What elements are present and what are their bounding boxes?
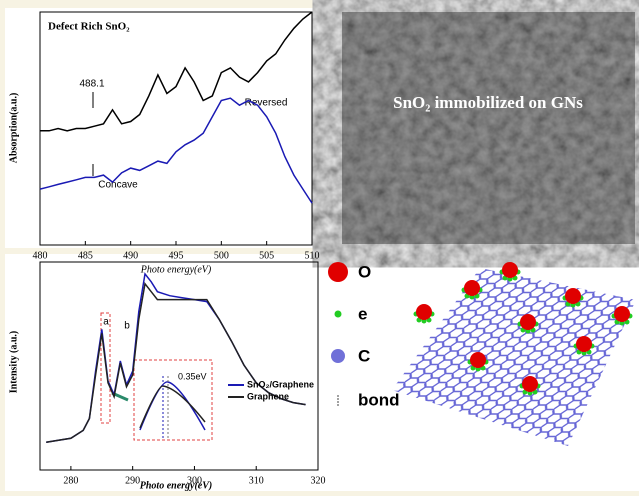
oxygen-atom <box>464 280 480 296</box>
chart-title: Defect Rich SnO₂ <box>48 21 130 33</box>
x-tick-label: 505 <box>259 250 274 261</box>
annotation: b <box>124 321 130 332</box>
sem-shade <box>342 12 635 244</box>
y-axis-label: Absorption(a.u.) <box>8 93 19 164</box>
legend-label: O <box>358 262 371 281</box>
legend-label: Graphene <box>247 391 289 401</box>
oxygen-atom <box>614 306 630 322</box>
figure: SnO₂ immobilized on GNs Defect Rich SnO₂… <box>0 0 639 491</box>
legend-icon <box>328 262 348 282</box>
legend-label: C <box>358 346 370 365</box>
legend-label: SnO₂/Graphene <box>247 379 314 389</box>
x-tick-label: 485 <box>78 250 93 261</box>
sem-label: SnO₂ immobilized on GNs <box>393 93 583 112</box>
panel <box>5 8 335 248</box>
annotation: 0.35eV <box>178 371 207 381</box>
oxygen-atom <box>502 262 518 278</box>
annotation: Concave <box>98 180 138 191</box>
x-tick-label: 510 <box>305 250 320 261</box>
oxygen-atom <box>565 288 581 304</box>
x-axis-label: Photo energy(eV) <box>140 264 212 275</box>
x-tick-label: 310 <box>249 475 264 486</box>
x-tick-label: 495 <box>169 250 184 261</box>
x-tick-label: 280 <box>63 475 78 486</box>
x-tick-label: 290 <box>125 475 140 486</box>
legend-icon <box>335 311 342 318</box>
y-axis-label: Intensity (a.u.) <box>8 331 19 394</box>
annotation: Reversed <box>245 98 288 109</box>
legend-label: bond <box>358 390 400 409</box>
oxygen-atom <box>520 314 536 330</box>
oxygen-atom <box>522 376 538 392</box>
annotation: a <box>103 317 109 328</box>
oxygen-atom <box>470 352 486 368</box>
legend-label: e <box>358 304 367 323</box>
x-tick-label: 300 <box>187 475 202 486</box>
annotation: 488.1 <box>79 79 104 90</box>
oxygen-atom <box>416 304 432 320</box>
x-tick-label: 490 <box>123 250 138 261</box>
oxygen-atom <box>576 336 592 352</box>
x-tick-label: 320 <box>311 475 326 486</box>
legend-icon <box>331 349 345 363</box>
x-tick-label: 500 <box>214 250 229 261</box>
x-tick-label: 480 <box>33 250 48 261</box>
